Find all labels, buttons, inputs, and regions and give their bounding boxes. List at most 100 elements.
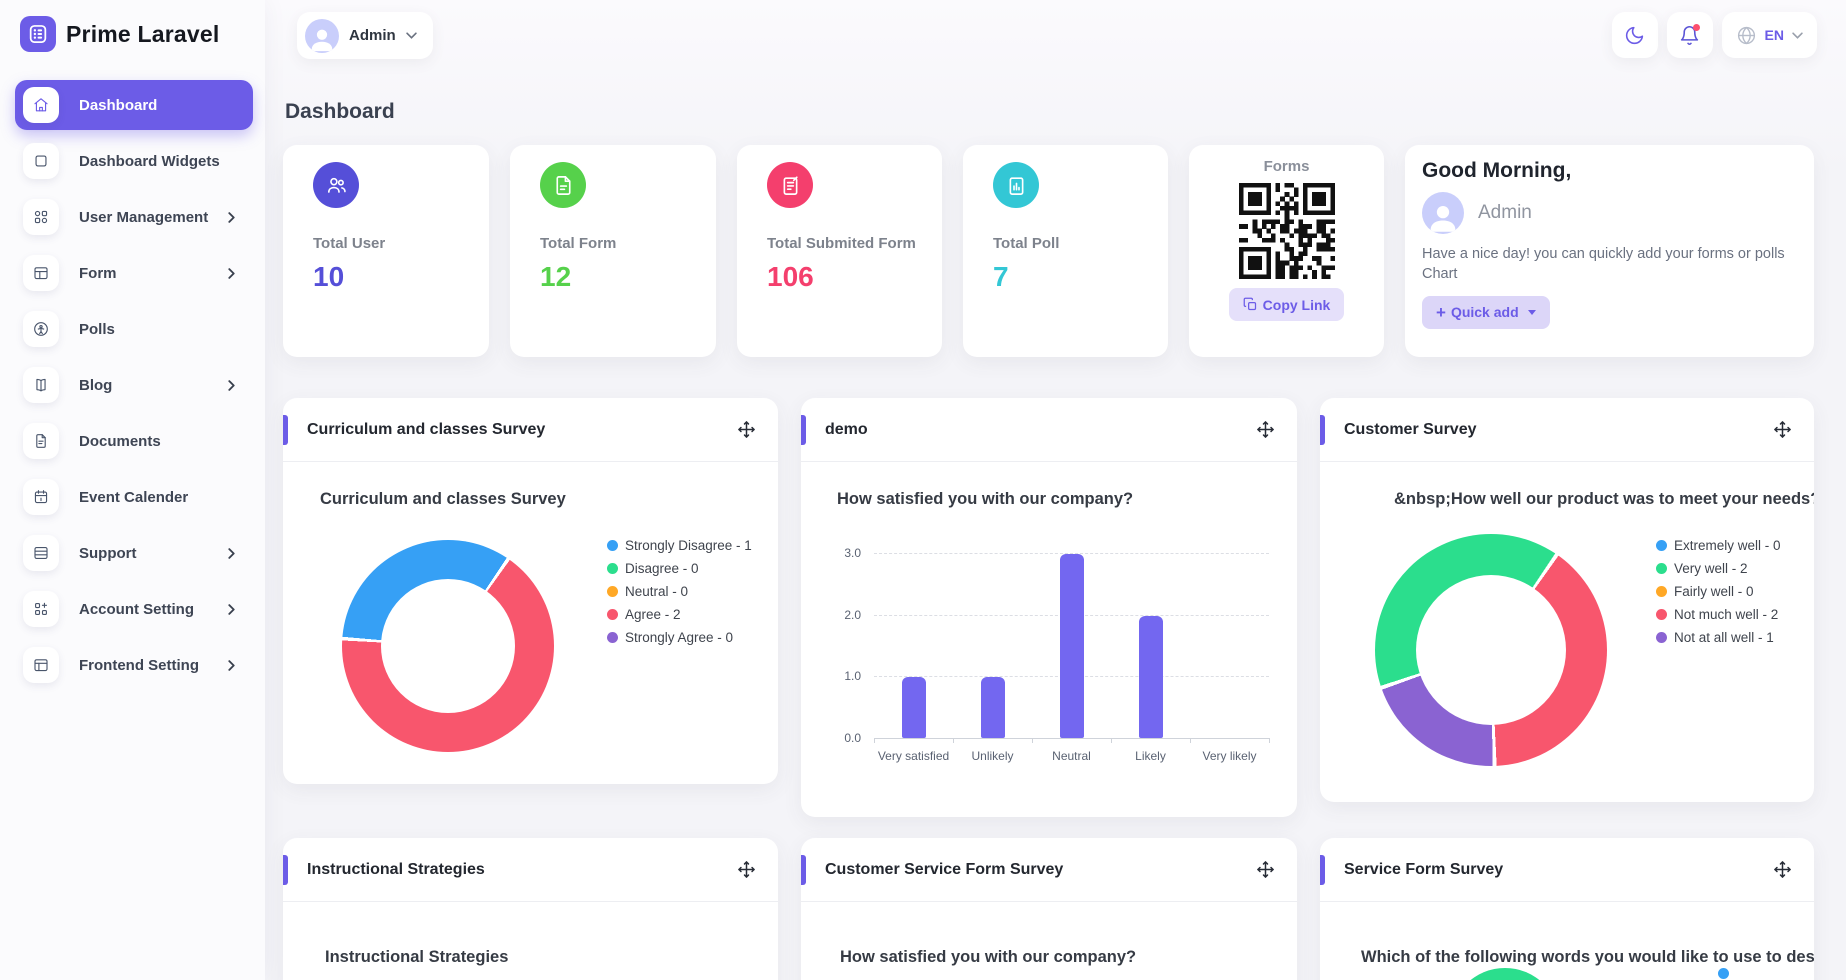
forms-qr-card: Forms Copy Link <box>1189 145 1384 357</box>
sidebar-item-form[interactable]: Form <box>15 248 253 298</box>
calendar-icon <box>23 479 59 515</box>
copy-link-button[interactable]: Copy Link <box>1228 288 1345 321</box>
x-axis-label: Unlikely <box>971 749 1014 763</box>
widget-title: Customer Survey <box>1344 420 1477 438</box>
stat-label: Total Submited Form <box>767 235 916 252</box>
legend-item-agree[interactable]: Agree - 2 <box>607 603 752 626</box>
donut-chart <box>342 540 554 752</box>
dark-mode-toggle[interactable] <box>1611 12 1658 58</box>
widgets-row-bottom: Instructional Strategies Instructional S… <box>283 838 1817 980</box>
sidebar-item-label: Event Calender <box>79 488 189 506</box>
accent-bar <box>283 415 288 445</box>
chevron-right-icon <box>228 659 235 671</box>
x-axis-label: Likely <box>1135 749 1166 763</box>
copy-icon <box>1243 297 1256 311</box>
sidebar-item-documents[interactable]: Documents <box>15 416 253 466</box>
plus-icon: + <box>1436 302 1446 322</box>
legend-item-extremely-well[interactable]: Extremely well - 0 <box>1656 534 1781 557</box>
accent-bar <box>1320 855 1325 885</box>
frontend-icon <box>23 647 59 683</box>
move-icon[interactable] <box>1773 420 1792 439</box>
move-icon[interactable] <box>1256 420 1275 439</box>
sidebar-item-polls[interactable]: Polls <box>15 304 253 354</box>
quick-add-button[interactable]: + Quick add <box>1422 295 1550 329</box>
stat-value: 106 <box>767 261 814 292</box>
table-icon <box>23 255 59 291</box>
axis-tick <box>1032 738 1033 743</box>
support-icon <box>23 535 59 571</box>
accent-bar <box>801 415 806 445</box>
axis-tick <box>874 738 875 743</box>
gridline <box>874 738 1269 739</box>
legend-dot <box>1656 586 1667 597</box>
chart-title: Which of the following words you would l… <box>1361 948 1814 966</box>
sidebar-nav: Dashboard Dashboard Widgets User Managemen… <box>0 80 265 690</box>
legend-item-not-at-all-well[interactable]: Not at all well - 1 <box>1656 626 1781 649</box>
sidebar-item-label: User Management <box>79 208 209 226</box>
legend-item-neutral[interactable]: Neutral - 0 <box>607 580 752 603</box>
legend-dot <box>607 632 618 643</box>
sidebar-item-support[interactable]: Support <box>15 528 253 578</box>
move-icon[interactable] <box>1256 860 1275 879</box>
users-grid-icon <box>23 199 59 235</box>
legend-item-strongly-agree[interactable]: Strongly Agree - 0 <box>607 626 752 649</box>
widget-card-customer-survey: Customer Survey &nbsp;How well our produ… <box>1320 398 1814 802</box>
legend-label: Neutral - 0 <box>625 584 689 599</box>
donut-chart <box>1375 534 1607 766</box>
chart-title: Instructional Strategies <box>325 948 509 966</box>
y-axis-label: 3.0 <box>844 546 861 560</box>
language-selector[interactable]: EN <box>1721 12 1817 58</box>
axis-tick <box>1269 738 1270 743</box>
bell-icon <box>1680 25 1699 45</box>
legend-dot <box>607 586 618 597</box>
x-axis-label: Very satisfied <box>877 749 950 763</box>
users-icon <box>313 162 359 208</box>
move-icon[interactable] <box>1773 860 1792 879</box>
chart-title: Curriculum and classes Survey <box>320 490 566 508</box>
legend-item-not-much-well[interactable]: Not much well - 2 <box>1656 603 1781 626</box>
legend-dot <box>1656 563 1667 574</box>
bar <box>1059 554 1084 738</box>
stats-row: Total User 10 Total Form 12 Total Submited F… <box>283 145 1817 357</box>
app-logo[interactable]: Prime Laravel <box>0 0 265 52</box>
sidebar-item-frontend-setting[interactable]: Frontend Setting <box>15 640 253 690</box>
caret-down-icon <box>1527 309 1536 315</box>
bar <box>1138 615 1163 738</box>
legend-item-very-well[interactable]: Very well - 2 <box>1656 557 1781 580</box>
poll-doc-icon <box>993 162 1039 208</box>
legend-item-strongly-disagree[interactable]: Strongly Disagree - 1 <box>607 534 752 557</box>
chevron-down-icon <box>1792 31 1803 39</box>
sidebar: Prime Laravel Dashboard Dashboard Widgets… <box>0 0 265 980</box>
blog-icon <box>23 367 59 403</box>
legend-label: Strongly Agree - 0 <box>625 630 734 645</box>
greeting-title: Good Morning, <box>1422 159 1572 182</box>
stat-value: 12 <box>540 261 572 292</box>
widget-card-service-form: Service Form Survey Which of the followi… <box>1320 838 1814 980</box>
sidebar-item-user-management[interactable]: User Management <box>15 192 253 242</box>
stat-value: 10 <box>313 261 345 292</box>
legend-dot <box>1718 968 1729 979</box>
sidebar-item-dashboard-widgets[interactable]: Dashboard Widgets <box>15 136 253 186</box>
move-icon[interactable] <box>737 420 756 439</box>
sidebar-item-label: Polls <box>79 320 115 338</box>
sidebar-item-event-calender[interactable]: Event Calender <box>15 472 253 522</box>
sidebar-item-dashboard[interactable]: Dashboard <box>15 80 253 130</box>
notifications-button[interactable] <box>1666 12 1713 58</box>
legend-label: Disagree - 0 <box>625 561 699 576</box>
legend-item-fairly-well[interactable]: Fairly well - 0 <box>1656 580 1781 603</box>
legend-label: Very well - 2 <box>1674 561 1748 576</box>
sidebar-item-account-setting[interactable]: Account Setting <box>15 584 253 634</box>
sidebar-item-blog[interactable]: Blog <box>15 360 253 410</box>
widget-card-demo: demo How satisfied you with our company?… <box>801 398 1297 817</box>
widget-title: demo <box>825 420 868 438</box>
globe-icon <box>1737 26 1755 44</box>
avatar <box>1422 192 1464 234</box>
sidebar-item-label: Support <box>79 544 137 562</box>
widget-title: Customer Service Form Survey <box>825 860 1064 878</box>
notification-badge <box>1692 24 1700 31</box>
move-icon[interactable] <box>737 860 756 879</box>
user-menu-button[interactable]: Admin <box>297 12 433 59</box>
legend-item-disagree[interactable]: Disagree - 0 <box>607 557 752 580</box>
x-axis-label: Neutral <box>1052 749 1091 763</box>
legend-dot <box>1656 632 1667 643</box>
